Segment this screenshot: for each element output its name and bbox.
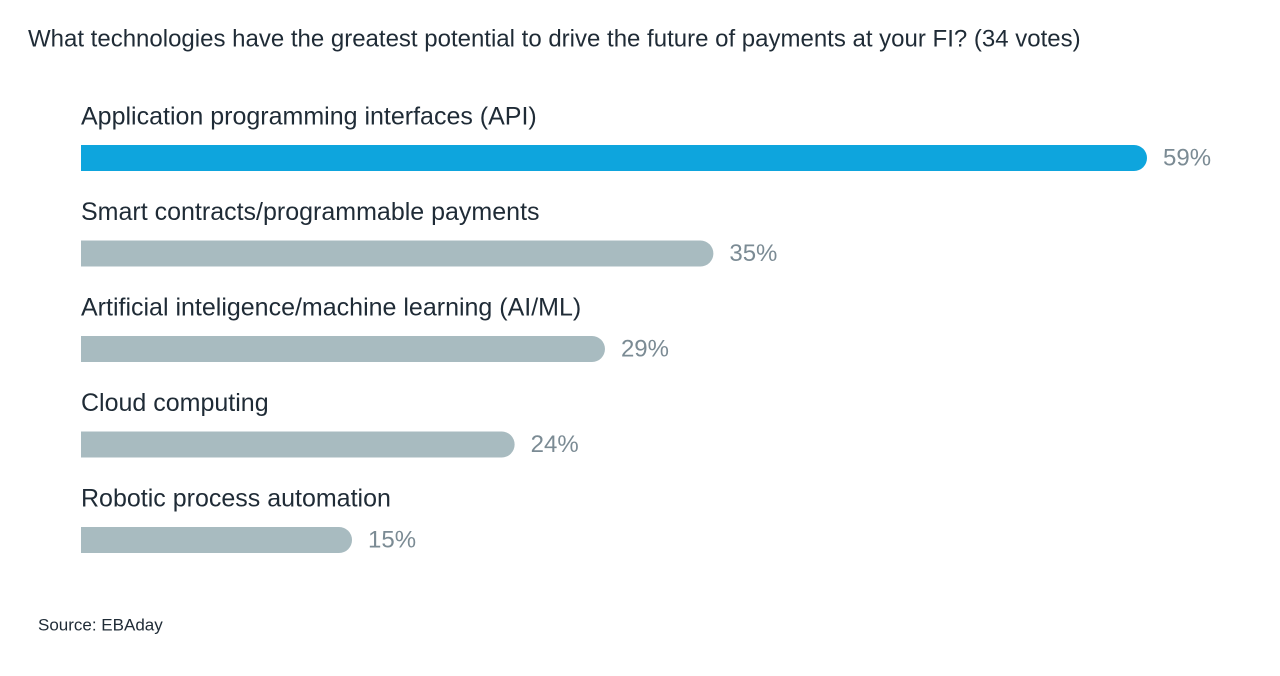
value-label: 59%: [1163, 144, 1211, 171]
category-label: Robotic process automation: [81, 485, 391, 513]
bar: [81, 145, 1147, 171]
value-label: 35%: [729, 240, 777, 267]
chart-title: What technologies have the greatest pote…: [28, 25, 1081, 52]
bar: [81, 527, 353, 553]
bar: [81, 336, 605, 362]
value-label: 29%: [621, 335, 669, 362]
value-label: 24%: [531, 431, 579, 458]
category-label: Cloud computing: [81, 389, 269, 417]
category-label: Smart contracts/programmable payments: [81, 198, 540, 226]
category-label: Artificial inteligence/machine learning …: [81, 294, 581, 322]
source-note: Source: EBAday: [38, 615, 163, 634]
category-label: Application programming interfaces (API): [81, 103, 537, 131]
bar: [81, 431, 515, 458]
value-label: 15%: [368, 526, 416, 553]
bar: [81, 240, 714, 267]
